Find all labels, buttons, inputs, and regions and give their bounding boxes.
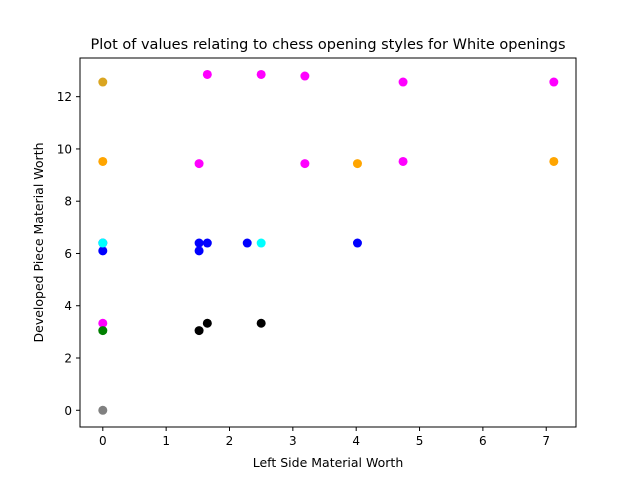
data-point-series-1-2 [549, 156, 559, 166]
data-point-series-5-2 [256, 318, 266, 328]
x-ticks: 0 1 2 3 4 5 6 7 [99, 427, 550, 448]
y-ticks: 0 2 4 6 8 10 12 [57, 90, 80, 418]
data-point-series-2-2 [300, 71, 310, 81]
data-point-series-1-1 [352, 159, 362, 169]
data-point-series-7-0 [98, 405, 108, 415]
data-point-series-4-0 [98, 238, 108, 248]
data-point-series-1-0 [98, 156, 108, 166]
chart-title: Plot of values relating to chess opening… [90, 37, 565, 53]
data-point-series-3-0 [98, 246, 108, 256]
x-tick-label: 4 [352, 434, 360, 448]
points-layer [98, 69, 559, 415]
x-tick-label: 5 [416, 434, 424, 448]
data-point-series-2-7 [398, 156, 408, 166]
x-tick-label: 6 [479, 434, 487, 448]
y-tick-label: 4 [64, 299, 72, 313]
x-tick-label: 7 [542, 434, 550, 448]
data-point-series-3-6 [352, 238, 362, 248]
x-tick-label: 0 [99, 434, 107, 448]
x-tick-label: 2 [226, 434, 234, 448]
data-point-series-3-2 [194, 246, 204, 256]
data-point-series-6-0 [98, 326, 108, 336]
data-point-series-2-6 [300, 159, 310, 169]
data-point-series-3-4 [202, 238, 212, 248]
y-tick-label: 2 [64, 352, 72, 366]
y-tick-label: 6 [64, 247, 72, 261]
x-tick-label: 1 [162, 434, 170, 448]
x-axis-label: Left Side Material Worth [253, 455, 404, 470]
data-point-series-2-3 [398, 77, 408, 87]
data-point-series-2-8 [98, 318, 108, 328]
y-tick-label: 8 [64, 195, 72, 209]
data-point-series-3-5 [242, 238, 252, 248]
data-point-series-5-1 [202, 318, 212, 328]
x-tick-label: 3 [289, 434, 297, 448]
data-point-series-2-1 [256, 69, 266, 79]
data-point-series-4-1 [256, 238, 266, 248]
data-point-series-2-4 [549, 77, 559, 87]
data-point-series-2-0 [202, 69, 212, 79]
y-tick-label: 0 [64, 404, 72, 418]
plot-frame [79, 57, 577, 428]
y-tick-label: 10 [57, 142, 72, 156]
data-point-series-5-0 [194, 326, 204, 336]
data-point-series-2-5 [194, 159, 204, 169]
y-tick-label: 12 [57, 90, 72, 104]
data-point-series-3-3 [194, 238, 204, 248]
plot-area [80, 58, 576, 427]
data-point-series-0-0 [98, 77, 108, 87]
y-axis-label: Developed Piece Material Worth [31, 142, 46, 342]
